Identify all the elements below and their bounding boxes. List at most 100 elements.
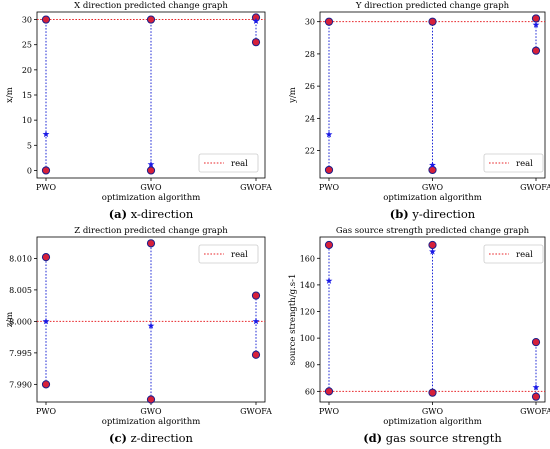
legend-label: real: [231, 250, 248, 260]
circle-point: [146, 239, 156, 248]
x-tick-label: PWO: [36, 407, 57, 416]
circle-point: [428, 165, 437, 175]
legend-label: real: [516, 250, 533, 260]
chart-panel-3: Z direction predicted change graph 7.990 7…: [5, 226, 272, 445]
star-point: [532, 383, 540, 391]
y-tick-label: 80: [305, 361, 315, 370]
y-tick-label: 160: [300, 254, 315, 263]
y-tick-label: 15: [22, 91, 32, 100]
y-tick-label: 140: [300, 281, 315, 290]
y-axis-label: x/m: [5, 87, 15, 103]
circle-point: [428, 388, 437, 397]
x-axis-label: optimization algorithm: [383, 193, 482, 203]
star-point: [325, 277, 333, 284]
y-tick-label: 120: [300, 308, 315, 317]
circle-point: [251, 291, 261, 300]
chart-panel-1: X direction predicted change graph 0 5 10 15…: [5, 1, 272, 221]
panel-caption: (c) z-direction: [109, 431, 193, 445]
caption-text: gas source strength: [382, 431, 502, 445]
x-tick-label: PWO: [319, 183, 340, 192]
circle-point: [146, 15, 156, 24]
chart-title: Gas source strength predicted change gra…: [336, 226, 530, 236]
star-point: [252, 317, 260, 325]
chart-panel-4: Gas source strength predicted change gra…: [288, 226, 550, 445]
circle-point: [428, 17, 437, 26]
legend-label: real: [231, 159, 248, 169]
chart-title: X direction predicted change graph: [74, 1, 228, 11]
legend-box: [198, 153, 259, 173]
y-tick-label: 7.995: [9, 349, 32, 358]
circle-point: [324, 17, 334, 26]
caption-letter: (d): [363, 431, 382, 445]
circle-point: [251, 350, 261, 359]
caption-text: x-direction: [127, 207, 194, 221]
star-point: [147, 160, 155, 168]
x-tick-label: GWOFA: [240, 407, 272, 416]
y-axis-label: z/m: [5, 312, 15, 327]
chart-panel-2: Y direction predicted change graph 22 24 26…: [288, 1, 550, 221]
circle-point: [41, 253, 51, 262]
star-point: [325, 130, 333, 138]
star-point: [42, 130, 50, 138]
legend-box: [198, 244, 259, 264]
y-tick-label: 8.005: [9, 286, 32, 295]
y-tick-label: 28: [305, 50, 315, 59]
circle-point: [41, 166, 51, 175]
x-tick-label: GWO: [140, 407, 162, 416]
y-tick-label: 24: [305, 114, 315, 123]
legend-box: [483, 244, 544, 264]
x-tick-label: GWO: [140, 183, 162, 192]
circle-point: [324, 165, 334, 175]
x-tick-label: GWOFA: [240, 183, 272, 192]
y-tick-label: 60: [305, 387, 315, 396]
star-point: [429, 248, 436, 255]
chart-title: Z direction predicted change graph: [74, 226, 228, 236]
y-tick-label: 25: [22, 41, 32, 50]
circle-point: [146, 395, 156, 404]
x-axis-label: optimization algorithm: [102, 193, 201, 203]
legend-box: [483, 153, 544, 173]
circle-point: [428, 240, 437, 250]
x-tick-label: GWO: [422, 407, 444, 416]
circle-point: [531, 338, 541, 347]
y-tick-label: 5: [27, 141, 32, 150]
star-point: [429, 161, 436, 169]
x-axis-label: optimization algorithm: [383, 417, 482, 427]
chart-title: Y direction predicted change graph: [355, 1, 510, 11]
circle-point: [531, 46, 541, 55]
star-point: [252, 17, 260, 24]
circle-point: [41, 380, 51, 389]
x-axis-label: optimization algorithm: [102, 417, 201, 427]
star-point: [532, 21, 540, 28]
y-tick-label: 8.000: [9, 317, 32, 326]
circle-point: [146, 166, 156, 175]
circle-point: [531, 14, 541, 23]
circle-point: [41, 15, 51, 24]
x-tick-label: GWOFA: [520, 183, 550, 192]
y-tick-label: 100: [300, 334, 315, 343]
x-tick-label: PWO: [319, 407, 340, 416]
y-axis-label: y/m: [288, 87, 298, 104]
x-tick-label: GWO: [422, 183, 444, 192]
y-tick-label: 26: [305, 82, 315, 91]
circle-point: [324, 387, 334, 396]
star-point: [42, 317, 50, 325]
y-tick-label: 30: [22, 16, 32, 25]
y-tick-label: 20: [22, 66, 32, 75]
y-tick-label: 10: [22, 116, 32, 125]
panel-caption: (a) x-direction: [109, 207, 194, 221]
circle-point: [324, 240, 334, 250]
panel-caption: (b) y-direction: [390, 207, 476, 221]
circle-point: [251, 38, 261, 47]
legend-label: real: [516, 159, 533, 169]
circle-point: [531, 392, 541, 401]
panel-caption: (d) gas source strength: [363, 431, 502, 445]
y-tick-label: 7.990: [9, 380, 32, 389]
y-tick-label: 22: [305, 147, 315, 156]
y-tick-label: 0: [27, 166, 32, 175]
caption-text: y-direction: [409, 207, 476, 221]
x-tick-label: GWOFA: [520, 407, 550, 416]
star-point: [147, 322, 155, 329]
caption-letter: (c): [109, 431, 127, 445]
